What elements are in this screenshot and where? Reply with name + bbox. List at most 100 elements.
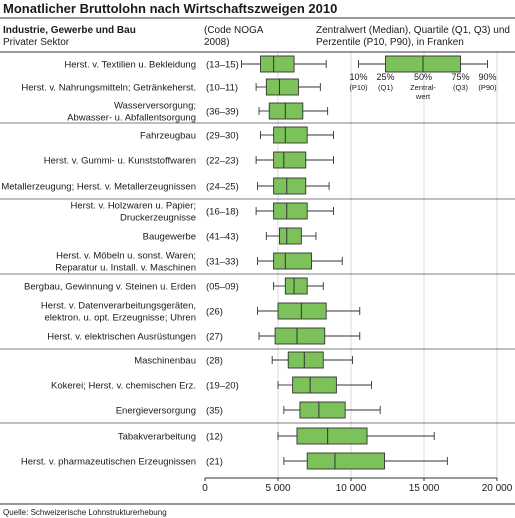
noga-code: (35) [206, 406, 223, 417]
code-header-line-1: (Code NOGA [204, 25, 264, 36]
box-plot [258, 327, 361, 345]
legend-caption: (Q1) [378, 83, 394, 92]
category-row: Metallerzeugung; Herst. v. Metallerzeugn… [1, 177, 330, 195]
x-tick-label: 20 000 [482, 483, 513, 494]
category-label: Bergbau, Gewinnung v. Steinen u. Erden [24, 282, 196, 293]
box-plot [255, 78, 321, 96]
noga-code: (27) [206, 332, 223, 343]
quartile-box [296, 427, 368, 445]
noga-code: (10–11) [206, 83, 238, 94]
category-label: Druckerzeugnisse [120, 213, 196, 224]
noga-code: (31–33) [206, 257, 239, 268]
box-plot [255, 202, 334, 220]
category-row: Wasserversorgung;Abwasser- u. Abfallents… [67, 101, 329, 124]
noga-code: (22–23) [206, 156, 239, 167]
category-label: Herst. v. Textilien u. Bekleidung [64, 60, 196, 71]
category-row: Herst. v. pharmazeutischen Erzeugnissen (… [21, 452, 448, 470]
chart-subtitle-line-2: Privater Sektor [3, 37, 70, 48]
category-row: Energieversorgung (35) [116, 401, 381, 419]
quartile-box [273, 202, 308, 220]
legend-caption: (Q3) [453, 83, 469, 92]
noga-code: (13–15) [206, 60, 239, 71]
noga-code: (16–18) [206, 207, 239, 218]
x-tick-label: 5 000 [265, 483, 290, 494]
quartile-box [287, 351, 324, 369]
box-plot [358, 55, 488, 73]
legend-percent: 10% [349, 72, 367, 82]
noga-code: (36–39) [206, 107, 239, 118]
category-row: Herst. v. Nahrungsmitteln; Getränkeherst… [21, 78, 321, 96]
legend-caption: wert [415, 92, 431, 101]
category-label: Herst. v. Nahrungsmitteln; Getränkeherst… [21, 83, 196, 94]
legend-caption: Zentral- [410, 83, 436, 92]
legend-percent: 50% [414, 72, 432, 82]
quartile-box [284, 277, 308, 295]
code-header-line-2: 2008) [204, 37, 230, 48]
quartile-box [273, 151, 307, 169]
category-row: Herst. v. Gummi- u. Kunststoffwaren (22–2… [44, 151, 334, 169]
quartile-box [260, 55, 295, 73]
legend-header-line-1: Zentralwert (Median), Quartile (Q1, Q3) … [316, 25, 510, 36]
category-label: Herst. v. Datenverarbeitungsgeräten, [41, 301, 196, 312]
group-separators [0, 51, 515, 424]
box-plot [283, 452, 448, 470]
category-label: Herst. v. pharmazeutischen Erzeugnissen [21, 457, 196, 468]
category-label: Maschinenbau [134, 356, 196, 367]
noga-code: (21) [206, 457, 223, 468]
category-row: Fahrzeugbau (29–30) [140, 126, 334, 144]
quartile-box [273, 252, 313, 270]
box-plot [265, 227, 317, 245]
legend-percent: 75% [451, 72, 469, 82]
category-rows: Herst. v. Textilien u. Bekleidung (13–15)… [1, 55, 448, 470]
quartile-box [292, 376, 337, 394]
box-plot [255, 151, 334, 169]
box-plot [283, 401, 381, 419]
category-row: Herst. v. elektrischen Ausrüstungen (27) [47, 327, 361, 345]
legend-percent: 25% [376, 72, 394, 82]
noga-code: (05–09) [206, 282, 239, 293]
quartile-box [306, 452, 386, 470]
category-label: Metallerzeugung; Herst. v. Metallerzeugn… [1, 182, 196, 193]
category-row: Herst. v. Datenverarbeitungsgeräten,elek… [41, 301, 361, 324]
quartile-box [274, 327, 326, 345]
noga-code: (41–43) [206, 232, 239, 243]
quartile-box [299, 401, 346, 419]
x-tick-label: 10 000 [336, 483, 367, 494]
category-label: Herst. v. Holzwaren u. Papier; [71, 201, 196, 212]
x-tick-label: 15 000 [409, 483, 440, 494]
legend-caption: (P90) [478, 83, 497, 92]
category-label: Herst. v. Möbeln u. sonst. Waren; [56, 251, 196, 262]
category-label: Kokerei; Herst. v. chemischen Erz. [51, 381, 196, 392]
chart-title: Monatlicher Bruttolohn nach Wirtschaftsz… [3, 1, 337, 16]
box-plot [260, 126, 334, 144]
box-plot [277, 427, 435, 445]
box-plot [257, 302, 361, 320]
category-row: Herst. v. Textilien u. Bekleidung (13–15) [64, 55, 327, 73]
category-row: Maschinenbau (28) [134, 351, 353, 369]
box-plot [271, 351, 353, 369]
quartile-box [279, 227, 302, 245]
category-label: Baugewerbe [143, 232, 196, 243]
box-plot [273, 277, 324, 295]
noga-code: (28) [206, 356, 223, 367]
source-note: Quelle: Schweizerische Lohnstrukturerheb… [3, 508, 167, 517]
box-plot [257, 252, 343, 270]
category-row: Baugewerbe (41–43) [143, 227, 317, 245]
noga-code: (19–20) [206, 381, 239, 392]
box-plot [241, 55, 327, 73]
box-plot [257, 177, 330, 195]
category-label: elektron. u. opt. Erzeugnisse; Uhren [44, 313, 196, 324]
category-row: Kokerei; Herst. v. chemischen Erz. (19–20… [51, 376, 372, 394]
category-label: Wasserversorgung; [114, 101, 196, 112]
x-axis: 0 5 000 10 000 15 000 20 000 [202, 477, 513, 494]
category-row: Tabakverarbeitung (12) [118, 427, 435, 445]
quartile-box [268, 102, 304, 120]
noga-code: (24–25) [206, 182, 239, 193]
x-tick-label: 0 [202, 483, 208, 494]
legend-percent: 90% [478, 72, 496, 82]
category-row: Herst. v. Möbeln u. sonst. Waren;Reparat… [55, 251, 343, 274]
category-label: Herst. v. elektrischen Ausrüstungen [47, 332, 196, 343]
legend-header-line-2: Perzentile (P10, P90), in Franken [316, 37, 464, 48]
noga-code: (26) [206, 307, 223, 318]
